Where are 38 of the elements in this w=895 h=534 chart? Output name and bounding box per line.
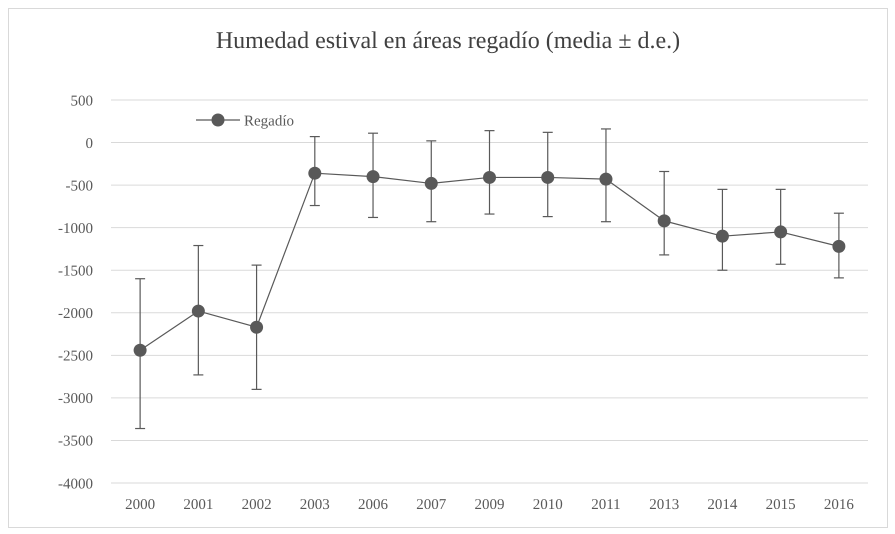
y-tick-label: -1000	[58, 220, 93, 237]
point	[716, 230, 729, 243]
y-tick-label: 0	[86, 136, 93, 152]
y-tick-label: 500	[70, 93, 93, 110]
point	[134, 344, 147, 357]
x-tick-label: 2007	[416, 497, 447, 513]
point	[250, 320, 264, 334]
y-tick-label: -500	[66, 178, 93, 194]
y-tick-label: -2000	[58, 306, 93, 322]
x-tick-label: 2015	[766, 497, 796, 513]
y-tick-label: -1500	[58, 263, 93, 280]
point	[192, 304, 205, 318]
x-tick-label: 2006	[358, 497, 389, 513]
x-tick-label: 2016	[824, 497, 854, 513]
x-tick-label: 2014	[707, 497, 738, 513]
point	[658, 214, 671, 228]
point	[366, 170, 380, 184]
point	[483, 170, 496, 184]
x-tick-label: 2009	[474, 497, 504, 513]
x-tick-label: 2010	[532, 497, 563, 513]
x-tick-label: 2000	[125, 497, 156, 513]
y-tick-label: -4000	[58, 476, 93, 492]
point	[599, 172, 612, 186]
chart-title: Humedad estival en áreas regadío (media ± d.e.)	[216, 28, 680, 54]
point	[832, 240, 846, 253]
y-tick-label: -2500	[58, 348, 93, 365]
x-tick-label: 2003	[300, 497, 330, 513]
point	[308, 166, 322, 180]
point	[541, 170, 554, 184]
y-tick-label: -3000	[58, 391, 93, 408]
legend-label: Regadío	[244, 113, 294, 130]
point	[424, 176, 438, 190]
x-tick-label: 2013	[649, 497, 680, 513]
x-tick-label: 2011	[591, 497, 621, 513]
point	[774, 225, 788, 238]
x-tick-label: 2002	[242, 497, 272, 513]
y-tick-label: -3500	[58, 434, 93, 450]
x-tick-label: 2001	[183, 497, 214, 513]
